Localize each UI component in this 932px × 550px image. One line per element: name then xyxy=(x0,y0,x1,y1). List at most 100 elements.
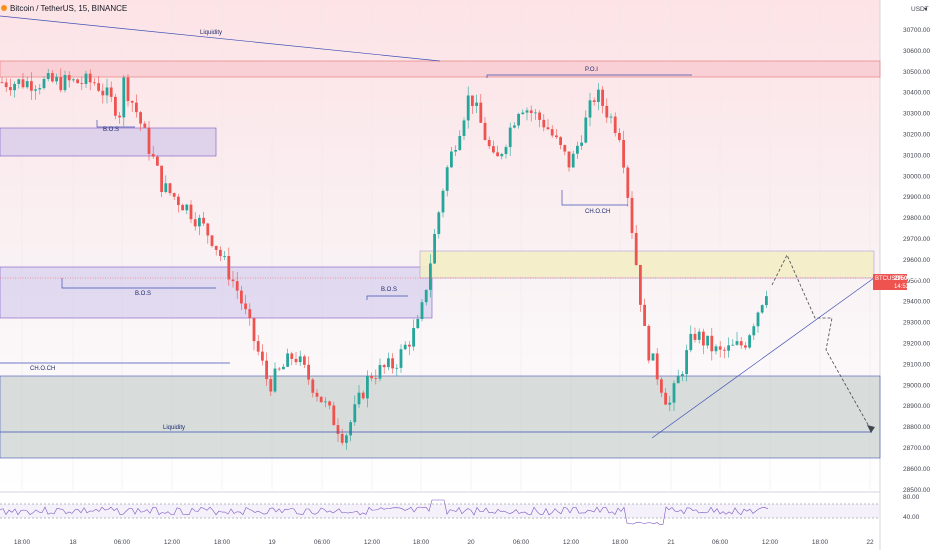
candle-body xyxy=(731,344,735,346)
candle-body xyxy=(580,142,583,146)
candle-body xyxy=(126,77,130,102)
candle-body xyxy=(349,422,352,436)
candle-body xyxy=(164,183,168,192)
rising-trendline xyxy=(651,277,875,439)
label-choch-2: CH.O.CH xyxy=(585,209,610,215)
candle-body xyxy=(487,139,491,147)
candle-body xyxy=(252,318,256,342)
candle-body xyxy=(584,117,588,143)
candle-body xyxy=(135,102,138,113)
last-price-symbol: BTCUSDT xyxy=(875,276,904,282)
candle-body xyxy=(689,333,693,351)
candle-body xyxy=(634,232,638,265)
candle-body xyxy=(496,152,499,157)
time-tick-label: 12:00 xyxy=(364,539,381,546)
candle-body xyxy=(445,167,449,191)
candle-body xyxy=(151,153,155,157)
candle-body xyxy=(88,73,92,83)
candle-body xyxy=(328,401,331,406)
supply-zone-yellow xyxy=(419,250,875,279)
bos-line-1 xyxy=(96,120,135,128)
candle-body xyxy=(290,353,294,359)
candle-body xyxy=(55,77,58,82)
candle-body xyxy=(605,105,609,118)
chart-title[interactable]: Bitcoin / TetherUS, 15, BINANCE xyxy=(10,4,127,13)
candle-body xyxy=(508,127,512,148)
candle-body xyxy=(403,344,407,350)
candle-body xyxy=(760,305,764,313)
annotation-labels: Liquidity P.O.I B.O.S B.O.S B.O.S CH.O.C… xyxy=(30,30,610,431)
candle-body xyxy=(571,153,575,168)
choch-line-2 xyxy=(561,190,628,206)
price-tick-label: 30200.00 xyxy=(903,132,930,139)
candle-body xyxy=(378,365,382,379)
candle-body xyxy=(72,79,75,81)
time-tick-label: 06:00 xyxy=(513,539,530,546)
candle-body xyxy=(437,212,441,234)
price-tick-label: 29800.00 xyxy=(903,215,930,222)
candle-body xyxy=(286,353,289,367)
candle-body xyxy=(517,113,520,126)
candle-body xyxy=(718,346,722,350)
candle-body xyxy=(277,368,281,370)
time-tick-label: 06:00 xyxy=(114,539,131,546)
candle-body xyxy=(177,196,180,206)
candle-body xyxy=(130,101,134,103)
candle-body xyxy=(256,341,260,352)
dropdown-icon[interactable]: ▾ xyxy=(924,6,928,13)
candle-body xyxy=(466,95,470,121)
candle-body xyxy=(529,110,533,114)
candle-body xyxy=(462,120,466,136)
candle-body xyxy=(643,304,646,326)
candle-body xyxy=(525,110,529,113)
candle-body xyxy=(193,219,197,227)
candle-body xyxy=(265,360,268,380)
candle-body xyxy=(723,349,726,351)
candle-body xyxy=(244,303,247,310)
last-price-box xyxy=(873,274,907,290)
time-tick-label: 19 xyxy=(268,539,276,546)
candle-body xyxy=(454,150,457,152)
annotation-lines xyxy=(0,15,875,439)
candle-body xyxy=(542,119,546,128)
time-tick-label: 06:00 xyxy=(712,539,729,546)
candle-body xyxy=(353,404,357,423)
candle-body xyxy=(714,346,718,352)
candle-body xyxy=(51,73,54,82)
price-tick-label: 29400.00 xyxy=(903,299,930,306)
candle-body xyxy=(429,263,432,290)
candle-body xyxy=(248,309,252,319)
candle-body xyxy=(622,139,625,168)
candle-body xyxy=(433,233,436,264)
candle-body xyxy=(118,115,121,118)
price-tick-label: 30100.00 xyxy=(903,152,930,159)
candle-body xyxy=(202,217,205,224)
candle-body xyxy=(672,383,676,403)
candle-body xyxy=(122,77,126,118)
candle-body xyxy=(538,112,541,120)
price-tick-label: 30000.00 xyxy=(903,173,930,180)
candle-body xyxy=(660,379,663,393)
zones xyxy=(0,60,881,459)
candle-body xyxy=(160,165,163,192)
projected-arrow-head xyxy=(867,425,875,433)
projected-path xyxy=(771,254,872,431)
candle-body xyxy=(424,289,428,303)
candle-body xyxy=(756,312,760,327)
time-tick-label: 06:00 xyxy=(314,539,331,546)
candle-body xyxy=(647,325,651,361)
candle-body xyxy=(101,90,105,96)
label-poi: P.O.I xyxy=(585,67,598,73)
candle-body xyxy=(336,425,340,434)
candle-body xyxy=(475,102,478,106)
last-price-value: 29500.95 xyxy=(894,276,920,282)
candle-body xyxy=(483,122,487,140)
candle-body xyxy=(273,368,277,392)
candle-body xyxy=(408,344,411,347)
candle-body xyxy=(214,245,218,250)
time-tick-label: 22 xyxy=(866,539,874,546)
liquidity-zone-gray xyxy=(0,375,881,459)
candle-body xyxy=(139,112,142,124)
candle-body xyxy=(681,374,684,377)
